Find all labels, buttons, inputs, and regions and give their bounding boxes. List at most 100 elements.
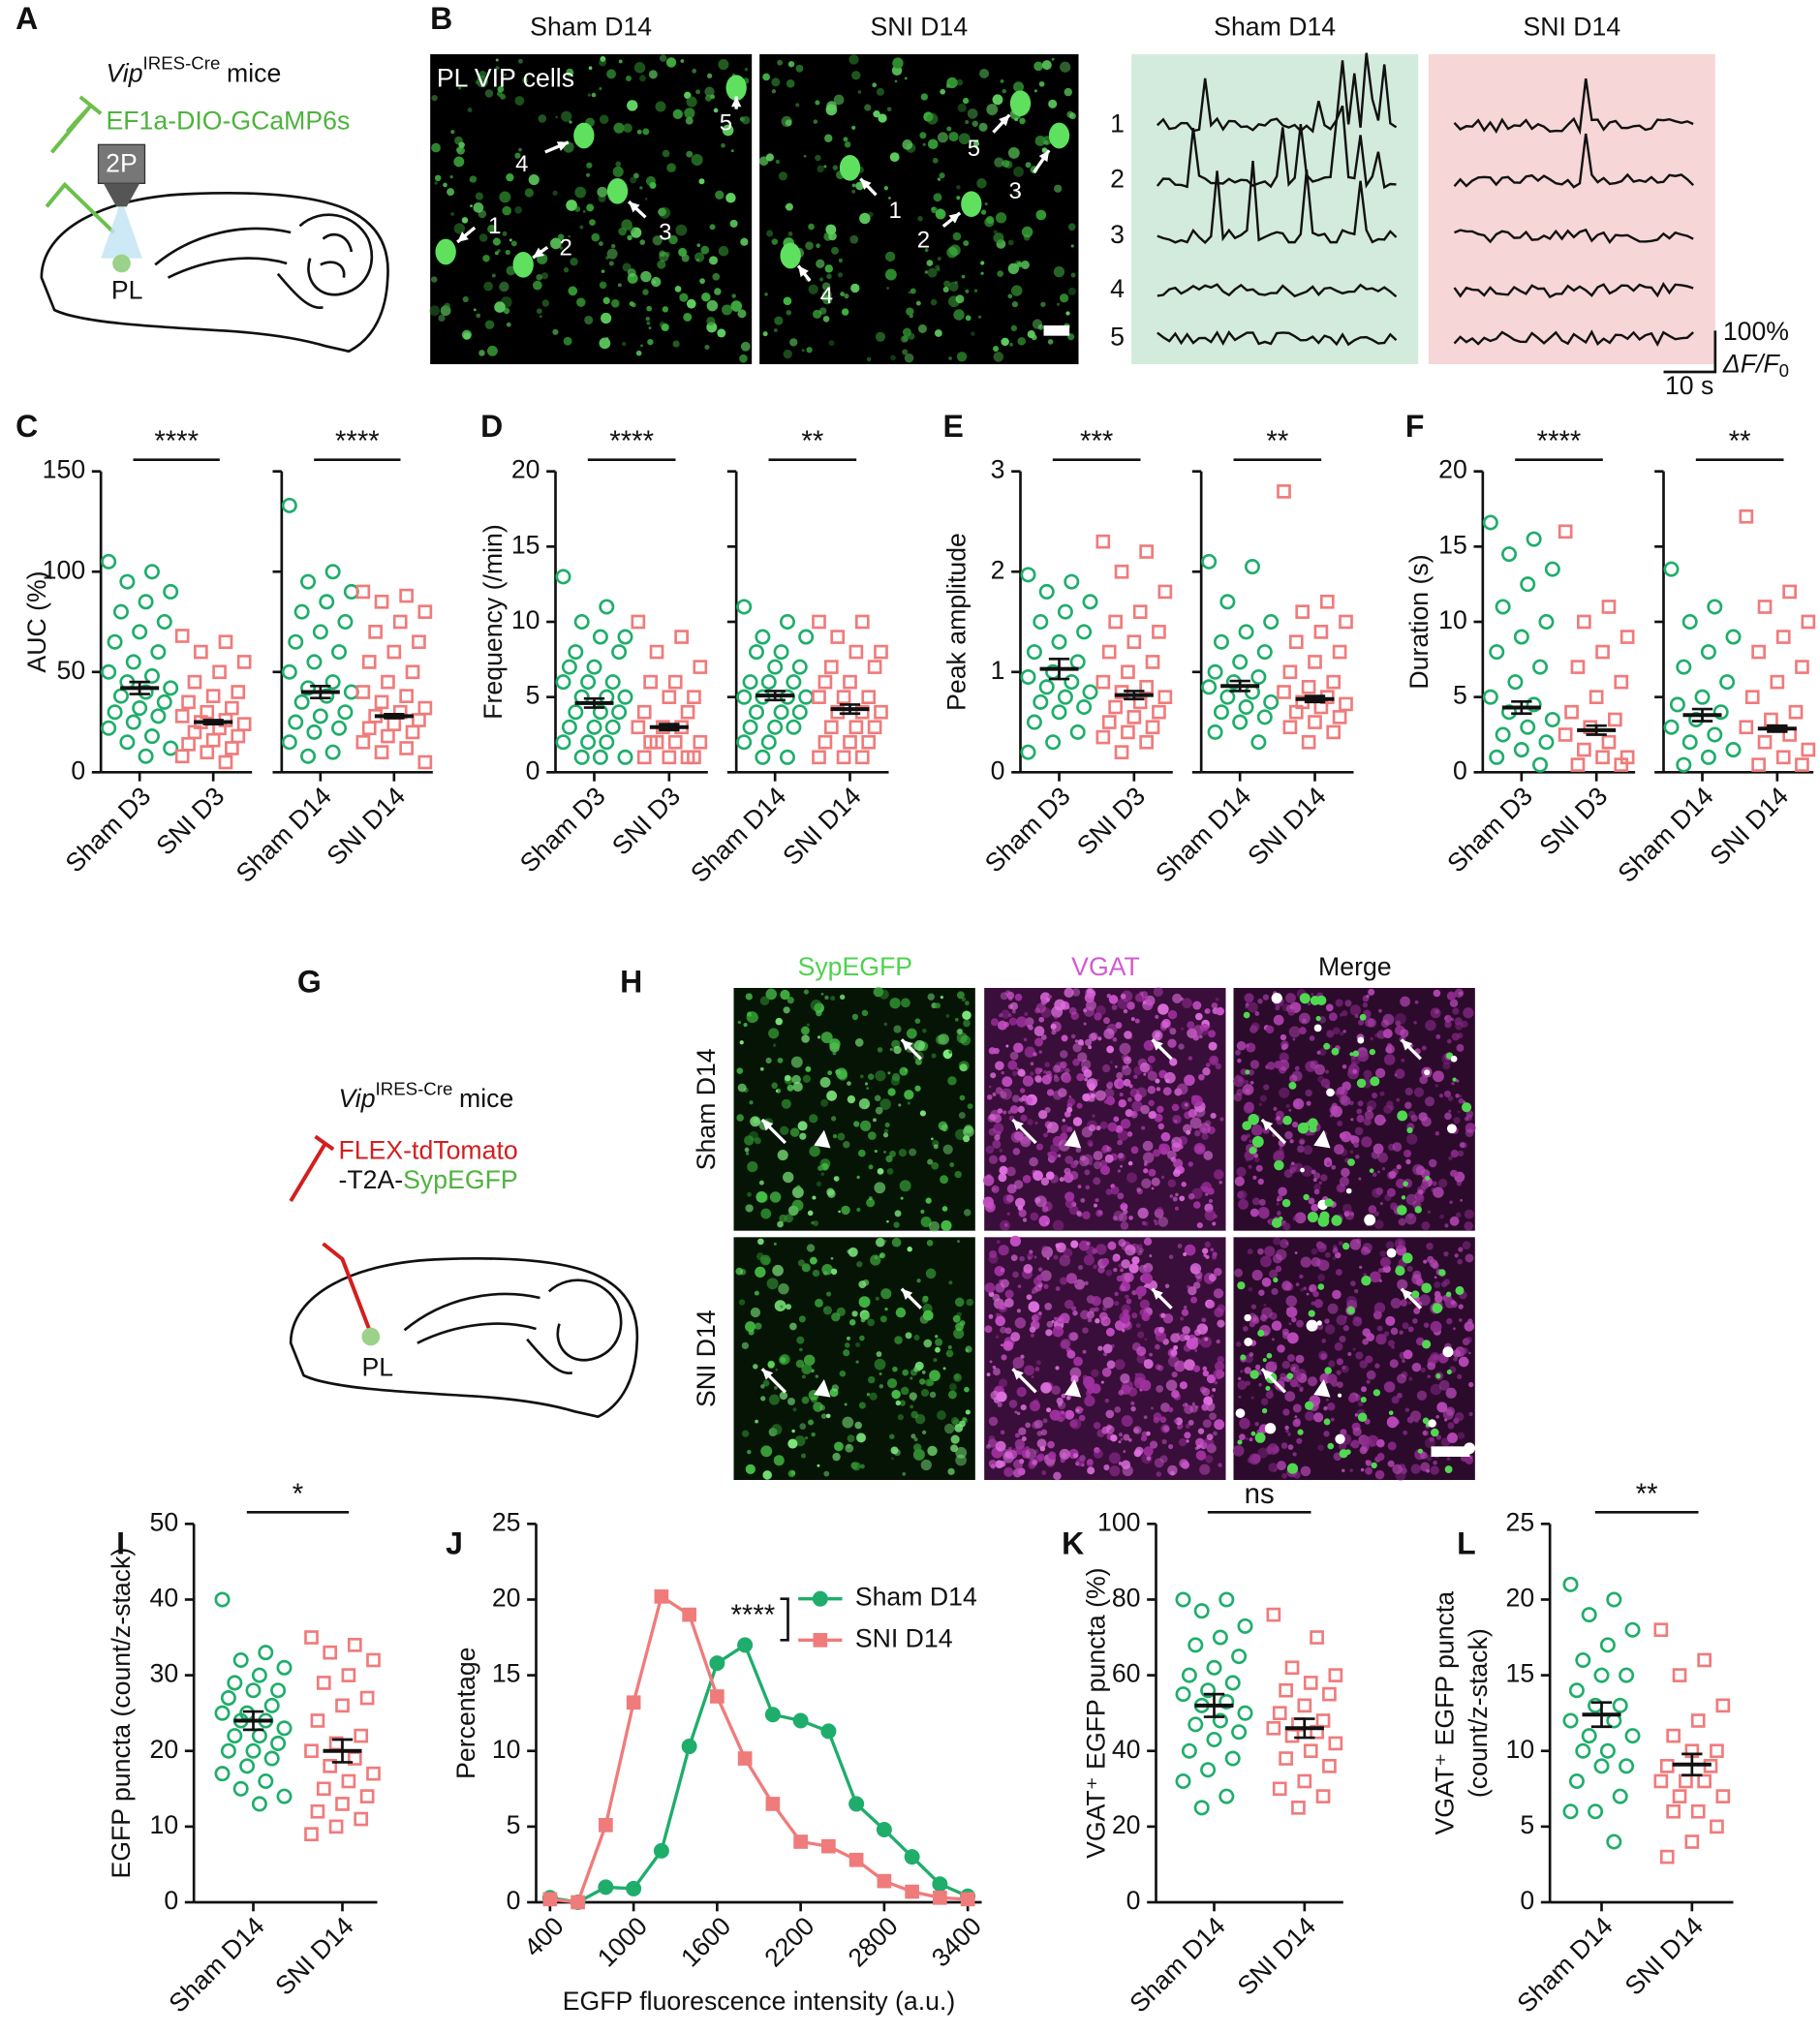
data-point bbox=[265, 1752, 278, 1765]
puncta bbox=[1267, 1353, 1273, 1359]
y-tick-label: 10 bbox=[150, 1810, 179, 1839]
data-point bbox=[1614, 1699, 1626, 1711]
puncta bbox=[1433, 1186, 1443, 1197]
data-point bbox=[1147, 656, 1158, 667]
x-axis-label: EGFP fluorescence intensity (a.u.) bbox=[563, 1987, 955, 2016]
puncta bbox=[1154, 1219, 1157, 1223]
cell-number: 3 bbox=[1008, 178, 1021, 204]
data-point bbox=[1661, 1760, 1673, 1772]
puncta bbox=[1248, 1248, 1253, 1254]
puncta bbox=[1435, 1084, 1439, 1088]
puncta bbox=[760, 997, 770, 1006]
puncta bbox=[1216, 998, 1219, 1002]
puncta bbox=[1254, 1422, 1258, 1426]
puncta bbox=[474, 202, 484, 213]
puncta bbox=[476, 313, 480, 318]
x-tick-label: SNI D14 bbox=[1232, 1911, 1322, 2001]
puncta bbox=[1121, 1314, 1129, 1323]
y-axis-label: VGAT⁺ EGFP puncta bbox=[1431, 1591, 1460, 1835]
puncta bbox=[849, 1319, 856, 1326]
puncta bbox=[1214, 1272, 1218, 1277]
puncta bbox=[1122, 1329, 1126, 1333]
puncta bbox=[1038, 1050, 1042, 1054]
puncta bbox=[809, 1114, 817, 1123]
data-point bbox=[1717, 1791, 1729, 1803]
puncta bbox=[1286, 1372, 1293, 1379]
puncta bbox=[1053, 1220, 1064, 1232]
puncta bbox=[1165, 1284, 1169, 1288]
y-axis-label: VGAT⁺ EGFP puncta (%) bbox=[1082, 1567, 1111, 1858]
data-point bbox=[1305, 1745, 1316, 1757]
puncta bbox=[599, 337, 610, 349]
puncta bbox=[1300, 1288, 1304, 1292]
puncta bbox=[755, 1291, 759, 1296]
panel-letter: F bbox=[1405, 409, 1425, 444]
data-point bbox=[1084, 596, 1096, 608]
puncta bbox=[1269, 1270, 1278, 1279]
data-point bbox=[253, 1729, 265, 1741]
injection-site bbox=[362, 1328, 381, 1346]
puncta bbox=[1434, 990, 1441, 998]
puncta bbox=[1203, 1151, 1213, 1160]
data-point bbox=[1265, 695, 1278, 708]
puncta bbox=[1168, 1010, 1177, 1019]
data-point bbox=[103, 722, 115, 734]
data-point bbox=[632, 616, 644, 628]
data-point bbox=[1103, 717, 1115, 728]
puncta bbox=[739, 1299, 745, 1305]
puncta bbox=[1125, 1245, 1135, 1255]
data-point bbox=[1097, 676, 1109, 688]
puncta bbox=[1160, 1021, 1169, 1030]
puncta bbox=[902, 1472, 906, 1476]
puncta bbox=[1253, 1154, 1258, 1158]
data-point bbox=[222, 1691, 234, 1704]
puncta bbox=[714, 288, 721, 294]
puncta bbox=[1088, 1084, 1095, 1091]
y-tick-label: 5 bbox=[1453, 681, 1467, 710]
puncta bbox=[1042, 1246, 1048, 1251]
puncta bbox=[760, 1445, 772, 1457]
data-point bbox=[800, 631, 813, 643]
puncta bbox=[1084, 1022, 1087, 1025]
data-point bbox=[134, 701, 146, 714]
data-point bbox=[382, 730, 393, 742]
puncta bbox=[759, 1181, 764, 1186]
puncta bbox=[988, 1115, 996, 1123]
y-axis-label: Peak amplitude bbox=[942, 533, 972, 711]
puncta bbox=[1401, 1059, 1404, 1063]
puncta bbox=[966, 1409, 971, 1414]
data-point bbox=[1559, 729, 1571, 741]
puncta bbox=[1101, 1258, 1109, 1266]
puncta bbox=[962, 1010, 972, 1020]
data-point bbox=[1097, 731, 1109, 743]
data-point bbox=[295, 605, 308, 618]
puncta bbox=[1060, 62, 1070, 73]
puncta bbox=[1334, 1144, 1344, 1155]
data-point bbox=[1239, 1707, 1251, 1719]
data-point bbox=[612, 645, 625, 658]
y-tick-label: 20 bbox=[1438, 455, 1467, 484]
puncta bbox=[1248, 1114, 1259, 1125]
data-point bbox=[1280, 1753, 1292, 1765]
puncta bbox=[434, 181, 438, 185]
puncta bbox=[662, 324, 669, 331]
puncta bbox=[1465, 1210, 1474, 1219]
puncta bbox=[852, 1014, 858, 1020]
puncta bbox=[1446, 1388, 1457, 1399]
puncta bbox=[1347, 1352, 1351, 1356]
puncta bbox=[1346, 1296, 1357, 1307]
puncta bbox=[1368, 1018, 1376, 1027]
puncta bbox=[1046, 1407, 1051, 1412]
puncta bbox=[1084, 1077, 1088, 1081]
puncta bbox=[998, 1173, 1006, 1182]
puncta bbox=[462, 217, 468, 223]
puncta bbox=[1007, 1061, 1017, 1070]
puncta bbox=[1384, 1331, 1390, 1337]
puncta bbox=[1249, 1147, 1257, 1155]
puncta bbox=[1361, 1436, 1371, 1446]
puncta bbox=[1398, 1241, 1403, 1246]
puncta bbox=[878, 1047, 883, 1053]
puncta bbox=[771, 1424, 782, 1434]
puncta bbox=[852, 1462, 861, 1470]
puncta bbox=[1034, 89, 1037, 92]
